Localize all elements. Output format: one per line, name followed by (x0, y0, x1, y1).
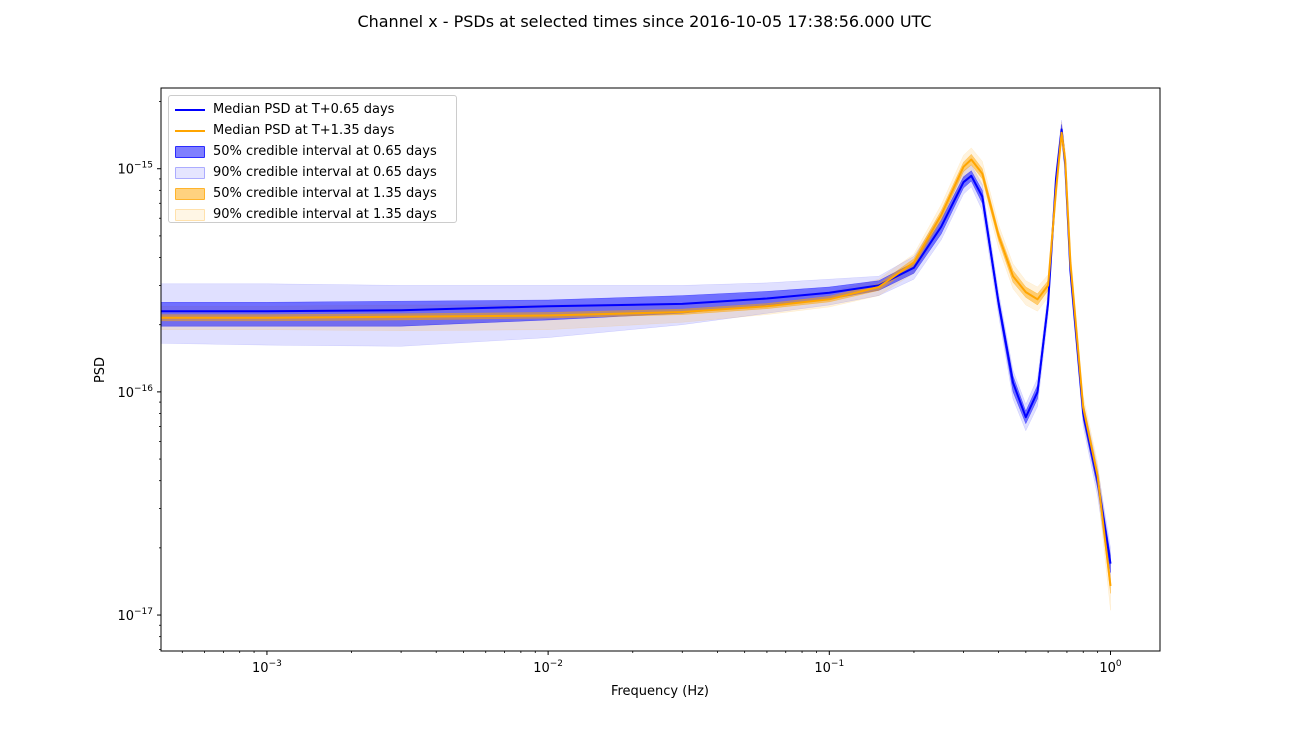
legend-item: 90% credible interval at 0.65 days (175, 162, 450, 183)
band90-1-35 (160, 121, 1111, 611)
legend-label: Median PSD at T+0.65 days (213, 102, 395, 117)
median-lines (161, 128, 1112, 587)
y-tick-label: 10−17 (117, 607, 153, 624)
legend-label: 50% credible interval at 0.65 days (213, 144, 437, 159)
y-tick-label: 10−15 (117, 161, 153, 178)
legend: Median PSD at T+0.65 days Median PSD at T… (168, 95, 457, 223)
legend-label: 50% credible interval at 1.35 days (213, 186, 437, 201)
median-line-1-35 (161, 131, 1112, 587)
legend-line-swatch (175, 104, 205, 116)
legend-item: Median PSD at T+0.65 days (175, 99, 450, 120)
legend-label: 90% credible interval at 1.35 days (213, 207, 437, 222)
legend-label: Median PSD at T+1.35 days (213, 123, 395, 138)
x-tick-label: 10−1 (814, 659, 844, 676)
x-tick-label: 10−3 (252, 659, 282, 676)
x-tick-label: 100 (1099, 659, 1122, 676)
legend-label: 90% credible interval at 0.65 days (213, 165, 437, 180)
legend-patch-swatch (175, 187, 205, 200)
legend-item: Median PSD at T+1.35 days (175, 120, 450, 141)
legend-item: 50% credible interval at 1.35 days (175, 183, 450, 204)
legend-patch-swatch (175, 145, 205, 158)
legend-item: 90% credible interval at 1.35 days (175, 204, 450, 225)
plot-frame (160, 87, 1161, 652)
legend-item: 50% credible interval at 0.65 days (175, 141, 450, 162)
x-tick-label: 10−2 (533, 659, 563, 676)
band50-1-35 (160, 128, 1111, 594)
y-axis-label: PSD (93, 357, 108, 383)
chart-title: Channel x - PSDs at selected times since… (357, 12, 932, 31)
legend-line-swatch (175, 125, 205, 137)
legend-patch-swatch (175, 208, 205, 221)
x-axis-ticks: 10−3 10−2 10−1 100 (181, 651, 1122, 676)
legend-patch-swatch (175, 166, 205, 179)
y-axis-ticks: 10−15 10−16 10−17 (117, 101, 161, 651)
x-axis-label: Frequency (Hz) (611, 684, 709, 699)
y-tick-label: 10−16 (117, 384, 153, 401)
